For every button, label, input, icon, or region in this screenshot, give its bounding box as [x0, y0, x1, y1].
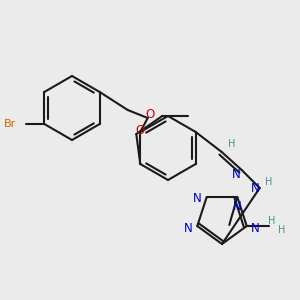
- Text: N: N: [251, 221, 260, 235]
- Text: H: H: [278, 225, 285, 235]
- Text: H: H: [228, 139, 236, 149]
- Text: O: O: [145, 107, 154, 121]
- Text: N: N: [232, 167, 241, 181]
- Text: N: N: [193, 193, 202, 206]
- Text: O: O: [136, 124, 145, 136]
- Text: N: N: [251, 182, 260, 196]
- Text: H: H: [265, 177, 272, 187]
- Text: Br: Br: [4, 119, 16, 129]
- Text: N: N: [184, 221, 193, 235]
- Text: H: H: [268, 216, 275, 226]
- Text: N: N: [233, 200, 242, 214]
